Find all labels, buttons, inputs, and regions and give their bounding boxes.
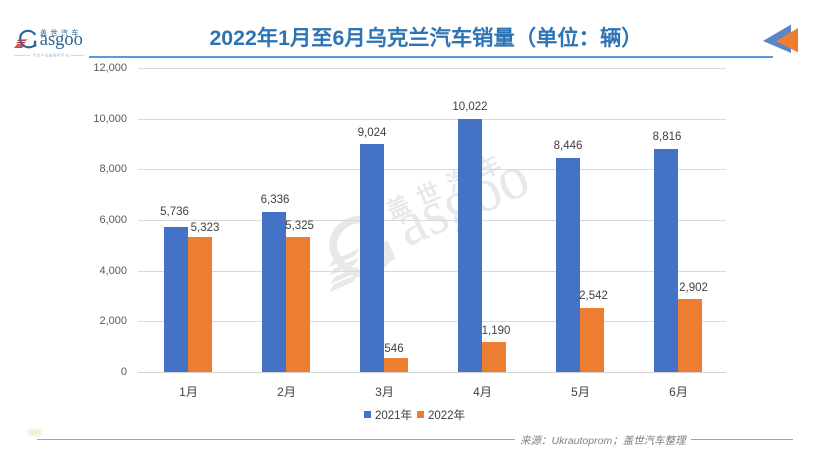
svg-text:asgoo: asgoo [40,29,83,50]
svg-text:盖世汽车: 盖世汽车 [40,28,82,37]
svg-text:汽车产业链服务平台: 汽车产业链服务平台 [33,53,70,58]
